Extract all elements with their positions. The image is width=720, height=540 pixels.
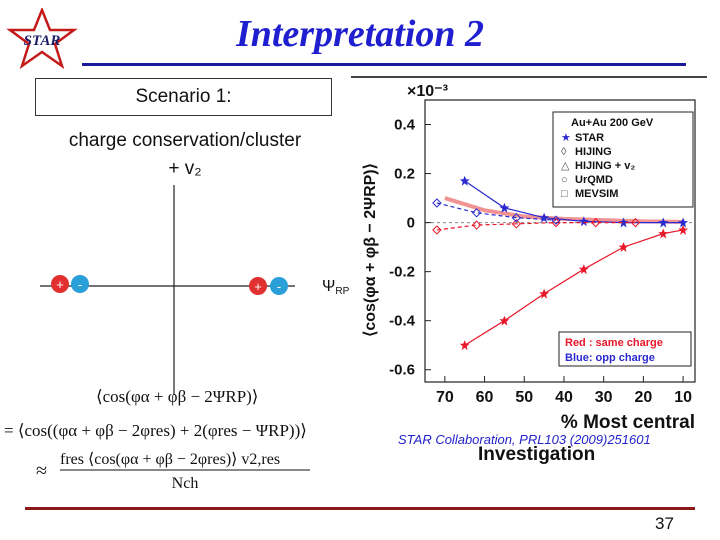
legend-entry: HIJING + v₂	[575, 160, 635, 172]
charge-note-red: Red : same charge	[565, 337, 663, 349]
y-multiplier: ×10⁻³	[407, 83, 448, 100]
data-point	[678, 224, 689, 235]
y-tick-label: 0.2	[394, 166, 415, 183]
legend-marker: ○	[561, 174, 568, 186]
data-point	[578, 264, 589, 275]
legend-entry: UrQMD	[575, 174, 613, 186]
equation-denominator: Nch	[172, 475, 199, 492]
data-point	[678, 217, 689, 228]
cc-line1: charge conservation/cluster	[68, 130, 302, 151]
data-point	[432, 198, 442, 208]
minus-charge-right	[270, 277, 288, 295]
legend-marker: △	[561, 160, 570, 172]
x-tick-label: 30	[595, 389, 613, 406]
x-tick-label: 40	[555, 389, 573, 406]
data-point	[471, 208, 482, 218]
approx-sign: ≈	[36, 460, 47, 482]
legend-entry: HIJING	[575, 146, 612, 158]
title-underline	[82, 63, 686, 66]
series-line	[436, 202, 557, 221]
x-tick-label: 10	[674, 389, 692, 406]
reaction-plane-diagram: + - + - ΨRP	[40, 185, 350, 395]
legend-title: Au+Au 200 GeV	[571, 117, 654, 129]
x-tick-label: 60	[476, 389, 494, 406]
y-tick-label: 0.4	[394, 117, 416, 134]
data-point	[551, 215, 561, 225]
legend-entry: STAR	[575, 132, 604, 144]
star-logo-icon	[6, 8, 78, 70]
y-tick-label: -0.4	[389, 313, 416, 330]
minus-label-left: -	[78, 277, 82, 292]
charge-note-blue: Blue: opp charge	[565, 352, 655, 364]
equation-line1: ⟨cos(φα + φβ − 2ΨRP)⟩	[96, 387, 258, 406]
data-point	[471, 220, 482, 230]
equation-block: ⟨cos(φα + φβ − 2ΨRP)⟩ = ⟨cos((φα + φβ − …	[4, 387, 310, 492]
star-logo-text: STAR	[24, 33, 61, 49]
data-point	[618, 242, 629, 253]
slide-title: Interpretation 2	[235, 13, 485, 55]
data-point	[459, 175, 470, 186]
data-point	[658, 228, 669, 239]
plus-label-right: +	[254, 279, 262, 294]
data-point	[658, 217, 669, 228]
legend-marker: □	[561, 188, 568, 200]
equation-line2: = ⟨cos((φα + φβ − 2φres) + 2(φres − ΨRP)…	[4, 421, 307, 440]
legend-marker: ◊	[561, 146, 567, 158]
data-point	[539, 212, 550, 223]
data-point	[459, 340, 470, 351]
charge-note-box	[558, 331, 692, 367]
y-tick-label: 0	[407, 215, 415, 232]
data-point	[432, 225, 442, 235]
x-tick-label: 20	[634, 389, 652, 406]
plus-label-left: +	[56, 277, 64, 292]
correlation-chart: 0.4 0.2 0 -0.2 -0.4 -0.6 70 60 50 40 30 20 10 ×10⁻³ % …	[351, 76, 707, 433]
data-point	[511, 219, 522, 229]
data-point	[630, 217, 641, 228]
data-point	[499, 202, 510, 213]
cc-line2: + v₂	[168, 158, 202, 179]
plus-charge-left	[51, 275, 69, 293]
plus-charge-right	[249, 277, 267, 295]
data-point	[618, 217, 629, 228]
y-tick-label: -0.6	[389, 362, 415, 379]
citation: STAR Collaboration, PRL103 (2009)251601	[398, 432, 651, 447]
star-logo: STAR	[6, 8, 78, 70]
data-point	[578, 216, 589, 227]
legend-marker: ★	[561, 132, 571, 144]
x-tick-label: 50	[515, 389, 533, 406]
psi-rp-label: ΨRP	[322, 278, 350, 297]
scenario-box: Scenario 1:	[35, 78, 332, 116]
data-point	[499, 315, 510, 326]
theory-band	[444, 196, 684, 224]
investigation-text: Investigation	[478, 444, 596, 465]
y-axis-label: ⟨cos(φα + φβ − 2ΨRP)⟩	[362, 163, 379, 337]
chart-frame	[351, 76, 707, 78]
footer-rule	[25, 507, 695, 510]
x-tick-label: 70	[436, 389, 454, 406]
series-line	[436, 222, 636, 231]
x-axis-label: % Most central	[561, 412, 695, 433]
y-tick-label: -0.2	[389, 264, 415, 281]
legend-box	[552, 111, 694, 208]
minus-charge-left	[71, 275, 89, 293]
data-point	[511, 212, 522, 223]
data-point	[539, 288, 550, 299]
page-number: 37	[655, 514, 674, 533]
charge-conservation-text: charge conservation/cluster + v₂	[40, 127, 330, 183]
minus-label-right: -	[277, 279, 281, 294]
legend-entry: MEVSIM	[575, 188, 618, 200]
data-point	[591, 217, 601, 228]
equation-numerator: fres ⟨cos(φα + φβ − 2φres)⟩ v2,res	[60, 451, 280, 468]
